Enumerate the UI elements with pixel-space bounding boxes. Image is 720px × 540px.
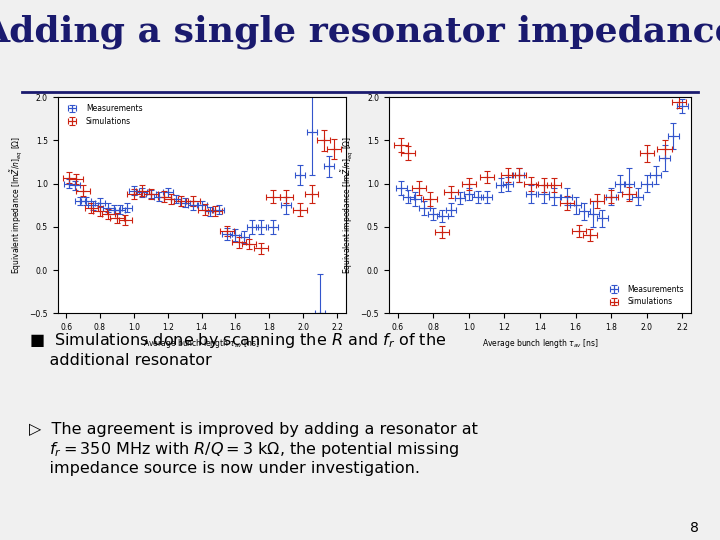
Y-axis label: Equivalent impedance $[\mathrm{Im}\tilde{Z}/n]_{eq}$ [$\Omega$]: Equivalent impedance $[\mathrm{Im}\tilde… bbox=[8, 136, 24, 274]
Text: ■  Simulations done by scanning the $R$ and $f_r$ of the
    additional resonato: ■ Simulations done by scanning the $R$ a… bbox=[29, 332, 446, 368]
Text: 8: 8 bbox=[690, 522, 698, 536]
X-axis label: Average bunch length $\tau_{av}$ [ns]: Average bunch length $\tau_{av}$ [ns] bbox=[143, 338, 260, 350]
Y-axis label: Equivalent impedance $[\mathrm{Im}\tilde{Z}/n]_{eq}$ [$\Omega$]: Equivalent impedance $[\mathrm{Im}\tilde… bbox=[339, 136, 355, 274]
Legend: Measurements, Simulations: Measurements, Simulations bbox=[61, 101, 145, 129]
X-axis label: Average bunch length $\tau_{av}$ [ns]: Average bunch length $\tau_{av}$ [ns] bbox=[482, 338, 598, 350]
Text: Adding a single resonator impedance: Adding a single resonator impedance bbox=[0, 15, 720, 49]
Legend: Measurements, Simulations: Measurements, Simulations bbox=[603, 281, 688, 309]
Text: ▷  The agreement is improved by adding a resonator at
    $f_r = 350$ MHz with $: ▷ The agreement is improved by adding a … bbox=[29, 422, 477, 476]
